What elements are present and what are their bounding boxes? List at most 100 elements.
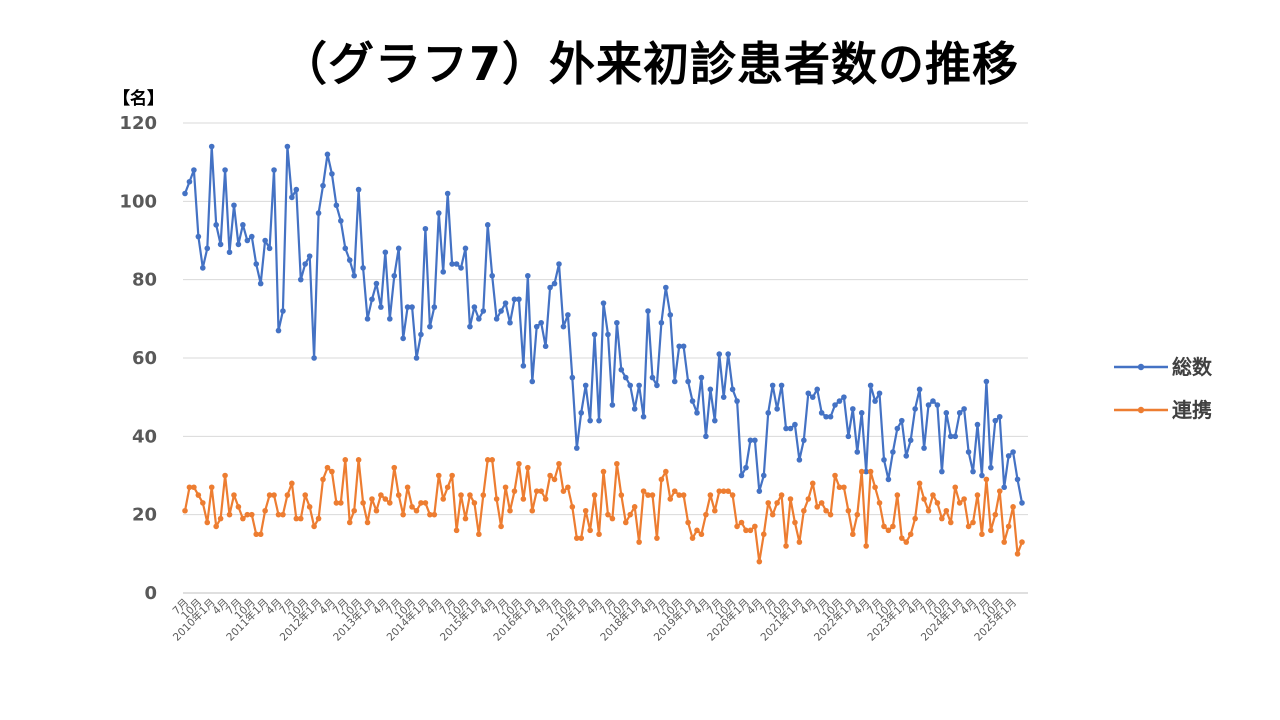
data-point: [329, 171, 335, 177]
data-point: [400, 511, 406, 518]
data-point: [760, 531, 767, 538]
data-point: [885, 476, 892, 483]
data-point: [627, 382, 634, 389]
data-point: [333, 500, 340, 506]
data-point: [970, 519, 976, 526]
data-point: [823, 507, 829, 514]
data-point: [618, 366, 625, 373]
data-point: [431, 511, 438, 518]
data-point: [912, 406, 918, 412]
data-point: [680, 343, 687, 350]
data-point: [551, 476, 558, 483]
data-point: [240, 515, 246, 522]
data-point: [231, 202, 237, 209]
data-point: [217, 241, 224, 248]
data-point: [645, 492, 651, 498]
data-point: [934, 402, 941, 408]
data-point: [427, 511, 433, 518]
data-point: [867, 468, 874, 475]
data-point: [195, 492, 202, 498]
legend-marker: [1137, 406, 1145, 414]
data-point: [685, 378, 691, 385]
data-point: [542, 496, 549, 502]
data-point: [956, 500, 963, 506]
data-point: [631, 504, 638, 510]
data-point: [778, 492, 785, 498]
data-point: [257, 531, 264, 538]
data-point: [1019, 500, 1025, 506]
data-point: [738, 519, 745, 526]
data-point: [907, 437, 914, 444]
data-point: [547, 284, 553, 291]
data-point: [195, 233, 202, 240]
data-point: [208, 484, 215, 491]
data-point: [907, 531, 914, 538]
data-point: [458, 492, 464, 498]
data-point: [671, 488, 678, 494]
data-point: [489, 272, 495, 279]
data-point: [845, 507, 852, 514]
data-point: [253, 531, 260, 538]
data-point: [476, 531, 482, 538]
data-point: [226, 249, 233, 256]
data-point: [297, 276, 304, 283]
data-point: [422, 500, 429, 506]
data-point: [525, 464, 531, 471]
data-point: [805, 496, 812, 502]
data-point: [743, 527, 749, 534]
data-point: [921, 445, 927, 451]
data-point: [792, 421, 798, 428]
data-point: [471, 304, 478, 310]
data-point: [471, 500, 478, 506]
data-point: [280, 308, 286, 314]
data-point: [458, 265, 464, 271]
data-point: [916, 480, 923, 487]
data-point: [556, 460, 562, 467]
data-point: [912, 515, 918, 522]
data-point: [734, 523, 740, 530]
data-point: [841, 394, 847, 400]
data-point: [440, 496, 447, 502]
data-point: [578, 410, 585, 416]
data-point: [346, 257, 353, 263]
data-point: [484, 222, 491, 228]
data-point: [876, 500, 883, 506]
data-point: [649, 374, 656, 381]
data-point: [814, 386, 821, 393]
data-point: [462, 245, 469, 252]
data-point: [654, 382, 660, 389]
data-point: [934, 500, 941, 506]
data-point: [1014, 551, 1021, 557]
data-point: [484, 457, 491, 463]
data-point: [720, 394, 727, 400]
data-point: [765, 500, 772, 506]
data-point: [476, 316, 482, 322]
data-point: [614, 319, 620, 326]
data-point: [787, 425, 794, 432]
data-point: [845, 433, 852, 440]
data-point: [774, 500, 780, 506]
data-point: [529, 507, 536, 514]
data-point: [324, 464, 331, 471]
data-point: [974, 492, 981, 498]
data-point: [600, 300, 607, 306]
series-group: [182, 143, 1025, 565]
data-point: [253, 261, 260, 267]
y-tick-label: 20: [132, 505, 157, 526]
data-point: [306, 504, 313, 510]
data-point: [716, 488, 723, 494]
data-point: [765, 410, 772, 416]
data-point: [382, 249, 389, 256]
data-point: [346, 519, 353, 526]
data-point: [956, 410, 963, 416]
y-tick-label: 120: [119, 113, 157, 134]
data-point: [262, 237, 268, 244]
data-point: [854, 449, 861, 455]
data-point: [266, 492, 273, 498]
data-point: [453, 527, 460, 534]
data-point: [867, 382, 874, 389]
legend-item: 連携: [1114, 398, 1212, 422]
data-point: [542, 343, 549, 350]
data-point: [257, 280, 264, 287]
data-point: [226, 511, 233, 518]
